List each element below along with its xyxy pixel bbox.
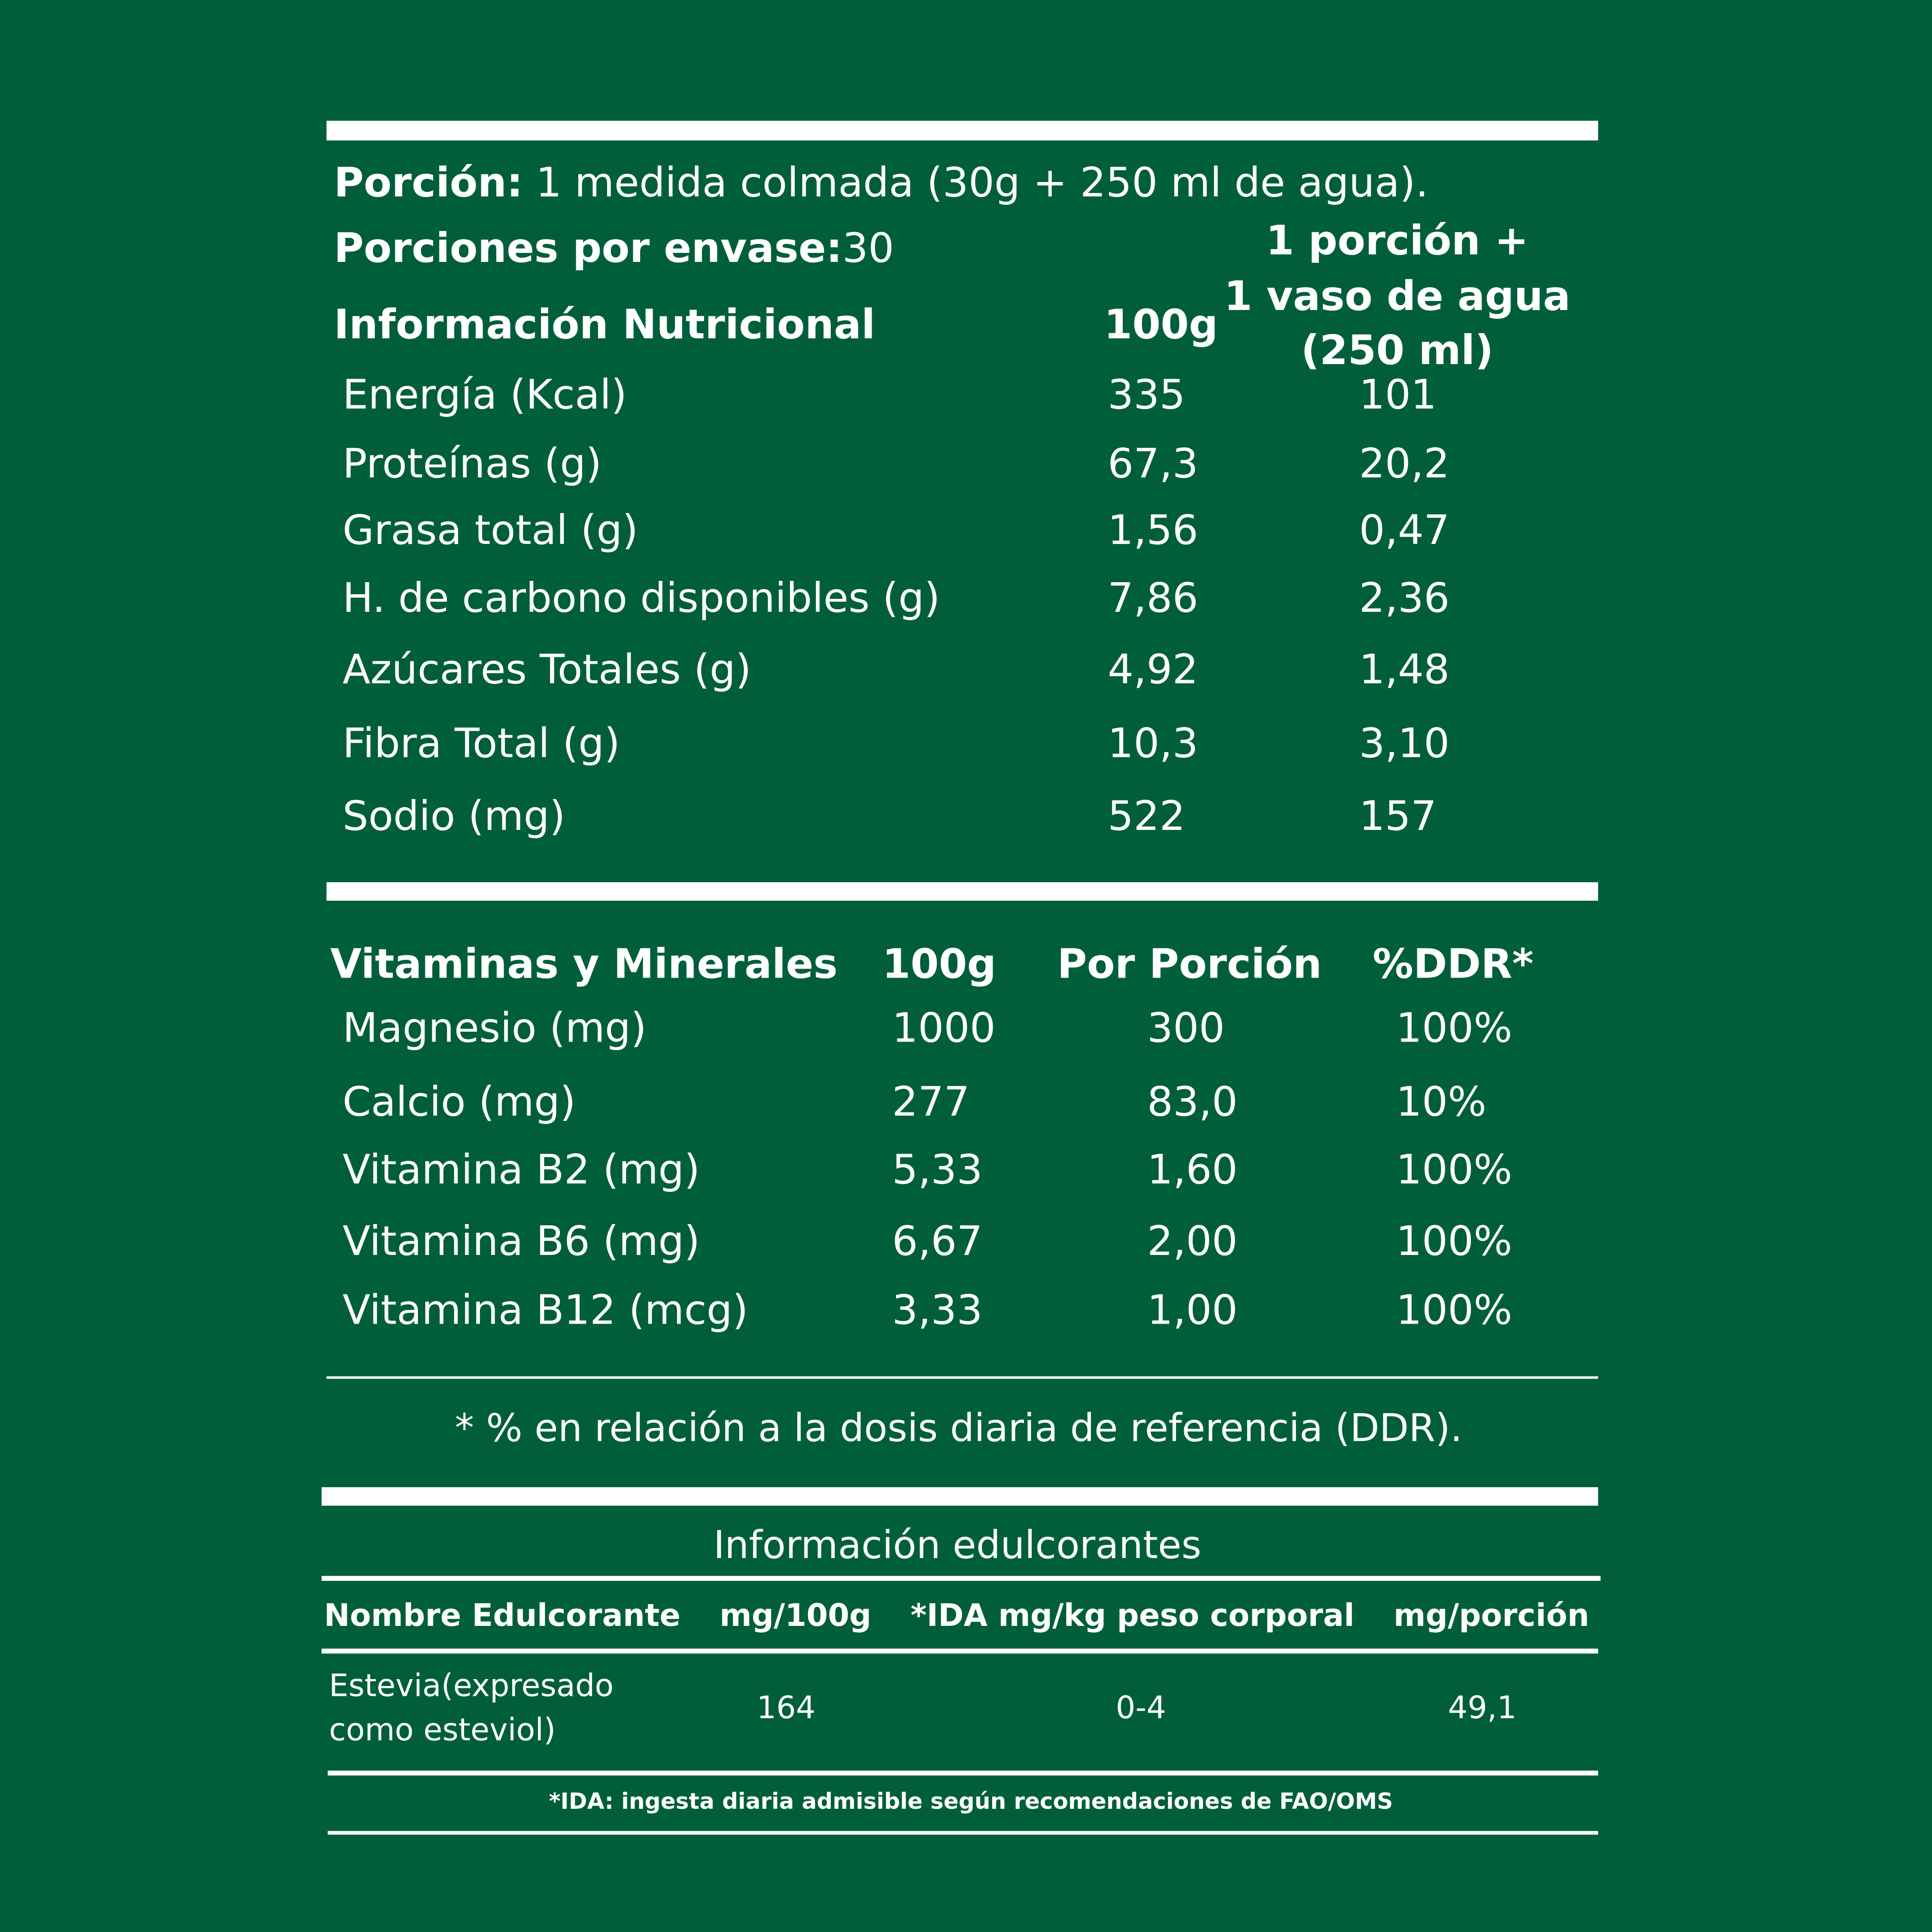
nutrient-portion: 1,48 [1359,645,1450,693]
divider-line [328,1771,1598,1776]
nutrient-portion: 20,2 [1359,439,1450,488]
vitamin-portion: 2,00 [1147,1217,1238,1265]
sweetener-ida: 0-4 [1115,1690,1166,1726]
sweetener-header-per100: mg/100g [720,1597,872,1634]
vitamin-name: Vitamina B12 (mcg) [342,1285,748,1334]
divider-line [322,1648,1598,1654]
nutrient-portion: 3,10 [1359,719,1450,767]
servings-per-package: Porciones por envase:30 [334,227,894,268]
nutrient-per100: 10,3 [1108,719,1198,767]
nutrient-portion: 101 [1359,370,1437,419]
nutrition-col-portion: 1 porción + [1266,216,1529,264]
vitamin-name: Vitamina B2 (mg) [342,1145,700,1194]
ida-footnote: *IDA: ingesta diaria admisible según rec… [549,1789,1393,1815]
nutrient-per100: 67,3 [1108,439,1198,488]
nutrient-per100: 1,56 [1108,506,1198,554]
vitamin-per100: 6,67 [892,1217,983,1265]
nutrient-name: Fibra Total (g) [342,719,620,767]
serving-label: Porción: [334,158,523,207]
sweetener-name: Estevia(expresado [329,1668,614,1704]
nutrient-name: Grasa total (g) [342,506,638,554]
vitamin-ddr: 100% [1396,1285,1513,1334]
sweetener-portion: 49,1 [1448,1690,1517,1726]
vitamin-name: Vitamina B6 (mg) [342,1217,700,1265]
vitamin-ddr: 100% [1396,1217,1513,1265]
nutrient-name: Azúcares Totales (g) [342,645,751,693]
nutrition-title: Información Nutricional [334,300,875,348]
sweetener-header-name: Nombre Edulcorante [324,1597,680,1634]
nutrition-col-portion: 1 vaso de agua [1224,271,1571,320]
vitamins-col-100g: 100g [882,939,996,988]
servings-per-package-label: Porciones por envase: [334,223,842,272]
servings-per-package-value: 30 [842,223,894,272]
nutrient-per100: 522 [1108,791,1185,840]
sweetener-per100: 164 [756,1690,816,1726]
vitamin-portion: 83,0 [1147,1077,1238,1126]
divider-bar [326,882,1598,901]
serving-size: Porción: 1 medida colmada (30g + 250 ml … [334,162,1428,203]
sweeteners-title: Información edulcorantes [713,1523,1202,1568]
nutrient-name: Energía (Kcal) [342,370,627,419]
vitamin-name: Magnesio (mg) [342,1003,647,1052]
nutrient-per100: 4,92 [1108,645,1198,693]
vitamin-per100: 277 [892,1077,970,1126]
vitamins-col-portion: Por Porción [1057,939,1322,988]
nutrient-name: H. de carbono disponibles (g) [342,573,940,622]
vitamin-per100: 5,33 [892,1145,983,1194]
vitamin-ddr: 10% [1396,1077,1487,1126]
serving-value: 1 medida colmada (30g + 250 ml de agua). [536,158,1428,207]
vitamin-ddr: 100% [1396,1003,1513,1052]
sweetener-header-ida: *IDA mg/kg peso corporal [910,1597,1355,1634]
vitamin-per100: 1000 [892,1003,996,1052]
nutrient-per100: 335 [1108,370,1185,419]
vitamins-col-ddr: %DDR* [1373,939,1534,988]
divider-line [322,1576,1601,1581]
divider-line [328,1831,1598,1835]
divider-bar [322,1487,1598,1506]
nutrient-per100: 7,86 [1108,573,1198,622]
vitamin-per100: 3,33 [892,1285,983,1334]
ddr-footnote: * % en relación a la dosis diaria de ref… [455,1406,1463,1451]
nutrient-name: Sodio (mg) [342,791,565,840]
nutrient-portion: 157 [1359,791,1437,840]
vitamin-portion: 300 [1147,1003,1225,1052]
sweetener-name: como esteviol) [329,1712,556,1748]
divider-bar [326,121,1598,141]
nutrition-col-100g: 100g [1104,300,1218,348]
divider-line [326,1376,1598,1379]
vitamin-name: Calcio (mg) [342,1077,576,1126]
nutrient-portion: 2,36 [1359,573,1450,622]
nutrition-col-portion: (250 ml) [1301,326,1494,374]
nutrient-portion: 0,47 [1359,506,1450,554]
vitamin-ddr: 100% [1396,1145,1513,1194]
vitamin-portion: 1,00 [1147,1285,1238,1334]
vitamin-portion: 1,60 [1147,1145,1238,1194]
sweetener-header-portion: mg/porción [1393,1597,1589,1634]
vitamins-title: Vitaminas y Minerales [330,939,838,988]
nutrient-name: Proteínas (g) [342,439,602,488]
